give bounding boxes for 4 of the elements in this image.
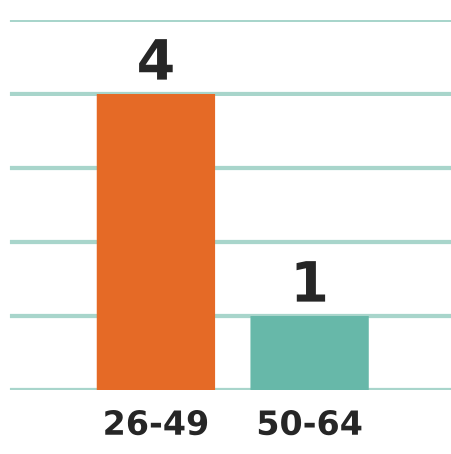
data-label: 1 — [296, 261, 326, 302]
data-label: 4 — [139, 39, 173, 80]
x-tick-label: 50-64 — [258, 410, 362, 436]
x-tick-label: 26-49 — [105, 410, 208, 436]
